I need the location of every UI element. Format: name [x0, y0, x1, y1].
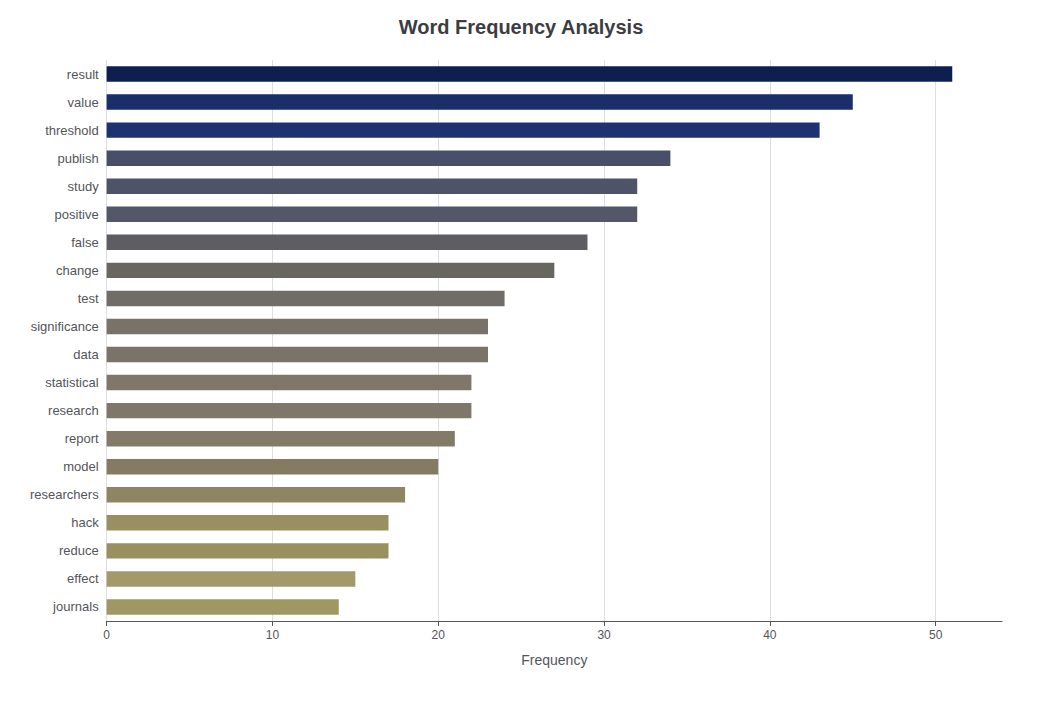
svg-text:40: 40	[763, 628, 777, 642]
svg-text:result: result	[67, 67, 99, 82]
svg-text:statistical: statistical	[45, 375, 99, 390]
svg-text:positive: positive	[55, 207, 99, 222]
svg-text:50: 50	[929, 628, 943, 642]
svg-text:study: study	[68, 179, 100, 194]
svg-text:reduce: reduce	[59, 543, 99, 558]
svg-text:0: 0	[103, 628, 110, 642]
svg-text:value: value	[68, 95, 99, 110]
svg-text:researchers: researchers	[30, 487, 99, 502]
svg-text:Word Frequency Analysis: Word Frequency Analysis	[399, 16, 644, 38]
svg-text:30: 30	[597, 628, 611, 642]
svg-text:data: data	[73, 347, 99, 362]
svg-text:change: change	[56, 263, 99, 278]
svg-text:hack: hack	[71, 515, 99, 530]
svg-text:significance: significance	[31, 319, 99, 334]
svg-text:publish: publish	[57, 151, 98, 166]
svg-text:Frequency: Frequency	[521, 652, 587, 668]
svg-text:research: research	[48, 403, 99, 418]
svg-text:test: test	[78, 291, 99, 306]
svg-text:model: model	[63, 459, 99, 474]
svg-text:journals: journals	[52, 599, 99, 614]
svg-text:false: false	[71, 235, 98, 250]
svg-text:10: 10	[266, 628, 280, 642]
svg-text:effect: effect	[67, 571, 99, 586]
svg-text:report: report	[65, 431, 99, 446]
svg-text:threshold: threshold	[45, 123, 98, 138]
svg-text:20: 20	[432, 628, 446, 642]
